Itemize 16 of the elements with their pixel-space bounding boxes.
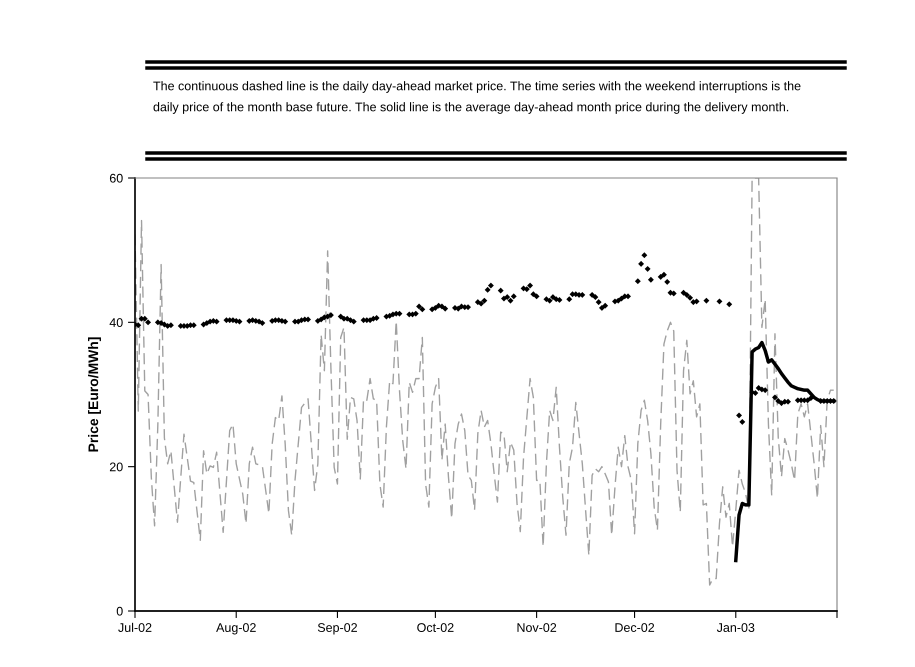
y-tick-label: 20 <box>110 462 123 472</box>
x-tick-label: Jan-03 <box>716 623 754 632</box>
y-tick-label: 60 <box>110 174 123 183</box>
text: daily price of the month base future. The solid line is the average day-ahead month price during the delivery month. <box>154 102 788 114</box>
x-tick-label: Sep-02 <box>318 623 357 634</box>
line-series <box>135 178 834 586</box>
y-axis-title: Price [Euro/MWh] <box>88 337 101 452</box>
x-tick-label: Aug-02 <box>216 623 256 634</box>
x-tick-label: Jul-02 <box>118 622 152 632</box>
x-tick-label: Dec-02 <box>615 623 654 632</box>
text: The continuous dashed line is the daily day-ahead market price. The time series with the weekend interruptions is the <box>153 81 800 93</box>
x-tick-label: Nov-02 <box>517 623 556 632</box>
line-series <box>734 340 836 562</box>
x-tick-label: Oct-02 <box>417 623 454 632</box>
y-tick-label: 0 <box>116 606 123 616</box>
y-tick-label: 40 <box>110 318 123 327</box>
